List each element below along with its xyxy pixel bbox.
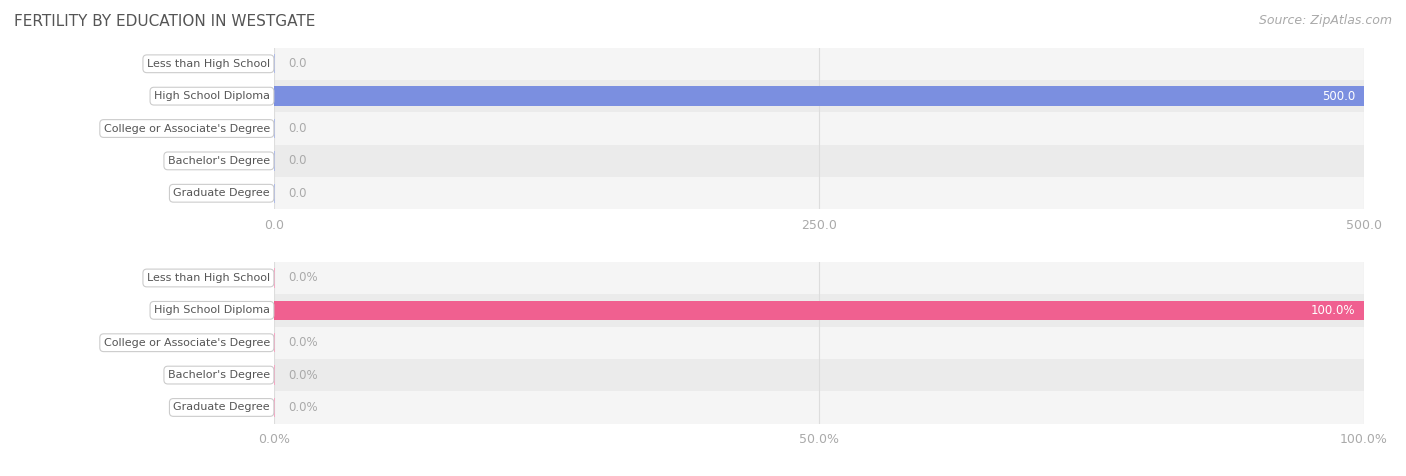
Text: Bachelor's Degree: Bachelor's Degree <box>167 370 270 380</box>
Text: FERTILITY BY EDUCATION IN WESTGATE: FERTILITY BY EDUCATION IN WESTGATE <box>14 14 315 30</box>
Text: 0.0: 0.0 <box>288 187 307 200</box>
Text: High School Diploma: High School Diploma <box>153 305 270 316</box>
Bar <box>274 391 1364 424</box>
Text: Graduate Degree: Graduate Degree <box>173 188 270 198</box>
Bar <box>274 294 1364 327</box>
Bar <box>274 80 1364 112</box>
Text: 500.0: 500.0 <box>1322 89 1355 103</box>
Text: Less than High School: Less than High School <box>146 273 270 283</box>
Text: 0.0: 0.0 <box>288 57 307 70</box>
Text: College or Associate's Degree: College or Associate's Degree <box>104 123 270 134</box>
Text: 0.0: 0.0 <box>288 122 307 135</box>
Text: Source: ZipAtlas.com: Source: ZipAtlas.com <box>1258 14 1392 27</box>
Text: 0.0%: 0.0% <box>288 401 318 414</box>
Bar <box>274 262 1364 294</box>
Text: High School Diploma: High School Diploma <box>153 91 270 101</box>
Text: 0.0%: 0.0% <box>288 368 318 382</box>
Bar <box>274 359 1364 391</box>
Text: Bachelor's Degree: Bachelor's Degree <box>167 156 270 166</box>
Bar <box>274 48 1364 80</box>
Text: 0.0%: 0.0% <box>288 336 318 349</box>
Text: 0.0%: 0.0% <box>288 271 318 285</box>
Text: Less than High School: Less than High School <box>146 59 270 69</box>
Bar <box>274 327 1364 359</box>
Text: 0.0: 0.0 <box>288 154 307 168</box>
Bar <box>274 87 1364 106</box>
Bar <box>274 177 1364 209</box>
Text: 100.0%: 100.0% <box>1310 304 1355 317</box>
Bar <box>274 301 1364 320</box>
Bar <box>274 112 1364 145</box>
Text: College or Associate's Degree: College or Associate's Degree <box>104 337 270 348</box>
Text: Graduate Degree: Graduate Degree <box>173 402 270 413</box>
Bar <box>274 145 1364 177</box>
